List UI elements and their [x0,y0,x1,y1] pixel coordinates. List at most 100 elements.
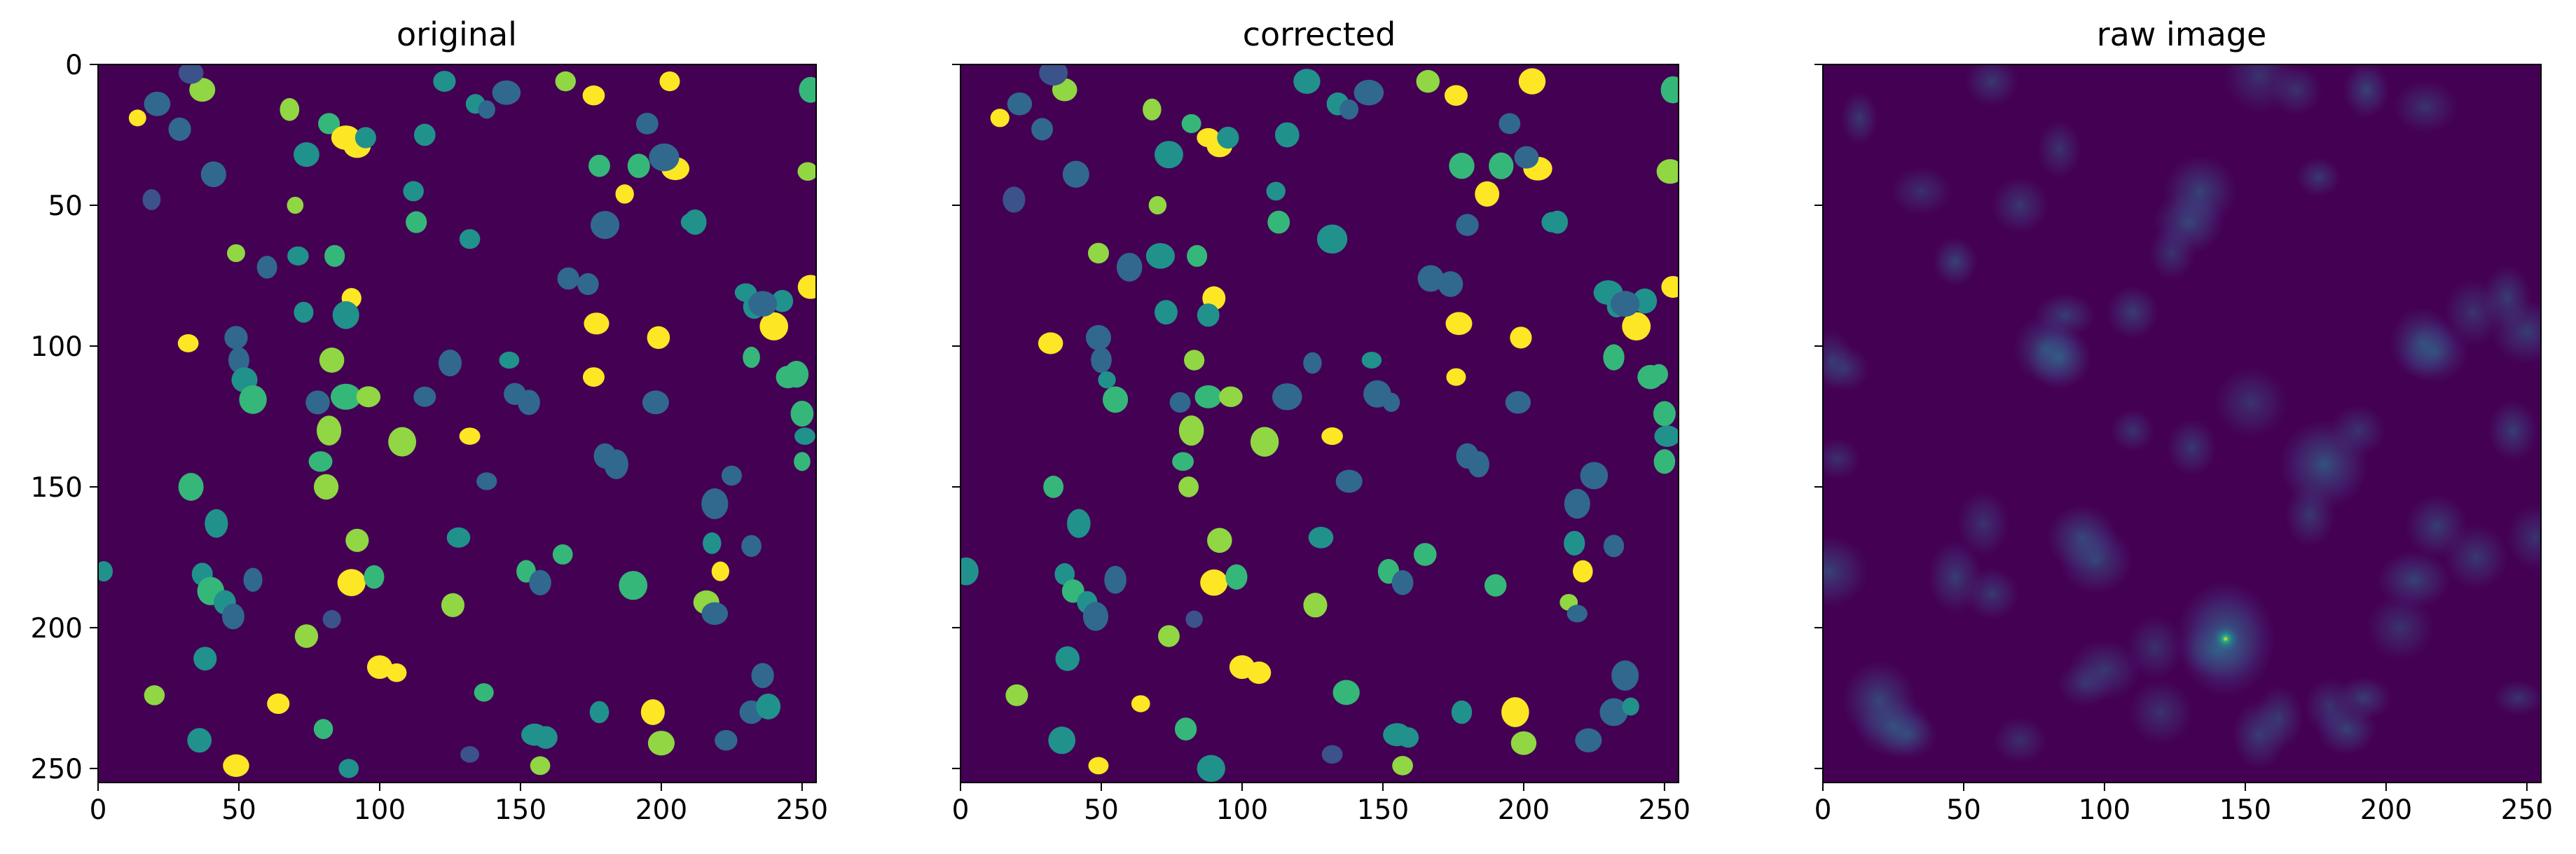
spot [604,449,628,480]
spot [1048,726,1076,755]
spot [1611,660,1639,691]
spot [1416,69,1440,93]
spot [1610,291,1640,317]
raw-bright-spot [2211,624,2240,654]
spot [518,390,540,415]
spot [1187,245,1208,267]
spot [557,267,579,290]
spot [1088,757,1109,775]
spot [476,472,497,490]
spot [386,663,407,682]
raw-glow [2166,418,2217,477]
spot [331,383,361,410]
raw-glow [2106,285,2159,340]
raw-glow [1876,710,1938,760]
spot [1413,543,1437,566]
spot [1654,425,1679,447]
spot [1116,252,1143,282]
spot [1339,99,1359,120]
spot [1003,186,1026,213]
spot [1087,242,1109,264]
axes-frame-raw-image [1822,64,2542,783]
spot [1131,695,1150,712]
panel-corrected: corrected 0 50 100 150 200 250 [952,15,1691,826]
spot [1321,427,1343,446]
raw-glow [2393,79,2458,134]
spot [627,153,650,179]
raw-glow [1823,438,1861,480]
spot [555,71,576,92]
spot [721,465,742,486]
spot [478,100,495,119]
panel-title-corrected: corrected [1243,15,1396,53]
raw-glow [1991,177,2049,234]
x-tick-label: 200 [635,794,687,826]
spot [703,532,722,554]
panel-title-original: original [397,15,517,53]
spot [446,527,471,548]
spot [990,109,1010,128]
spot [659,71,680,92]
spot [715,730,738,751]
spot [433,71,456,92]
raw-glow [2506,504,2541,571]
raw-glow [2126,614,2184,680]
x-tick-label: 0 [952,794,970,826]
spot [1564,488,1590,519]
spot [345,528,369,552]
spot [144,91,171,116]
spot [287,196,304,214]
spot [649,143,680,172]
spot [1217,126,1239,149]
spot [784,361,809,388]
spot [640,699,665,725]
spot [701,602,729,625]
spot [582,367,605,387]
spot [552,544,573,565]
spot [589,701,609,724]
axes-frame-original [97,64,817,783]
spot [1194,385,1222,408]
spot [319,347,345,373]
spot [577,273,599,296]
spot [1102,386,1129,413]
spot [1573,560,1593,583]
raw-glow [2254,685,2304,750]
spot [221,603,244,630]
spot [1091,347,1112,373]
raw-glow [2330,404,2386,457]
spot [1603,344,1625,371]
spot [756,693,781,719]
x-tick-label: 50 [1946,794,1981,826]
raw-glow [2343,64,2390,118]
spot [366,655,392,680]
spot [1484,574,1507,597]
raw-glow [2037,119,2082,179]
spot [187,728,212,753]
spot [406,211,427,233]
spot [1622,697,1639,716]
spot [1038,332,1063,354]
spot [1055,646,1080,671]
spot [711,561,729,581]
x-tick-label: 0 [90,794,107,826]
raw-glow [1823,535,1868,608]
spot [313,719,333,740]
y-tick-label: 0 [65,50,83,81]
spot [128,109,146,127]
spot [1155,141,1183,169]
spot [590,211,620,240]
spot [1225,564,1248,590]
spot [1169,392,1191,413]
spot [499,351,520,369]
spot [1354,79,1384,106]
x-tick-label: 150 [1357,794,1409,826]
spot [1172,452,1194,471]
spot [588,154,610,177]
spot [460,745,480,763]
x-tick-label: 250 [1639,794,1690,826]
x-tick-label: 50 [1084,794,1119,826]
spot [193,647,217,671]
spot [243,567,263,592]
